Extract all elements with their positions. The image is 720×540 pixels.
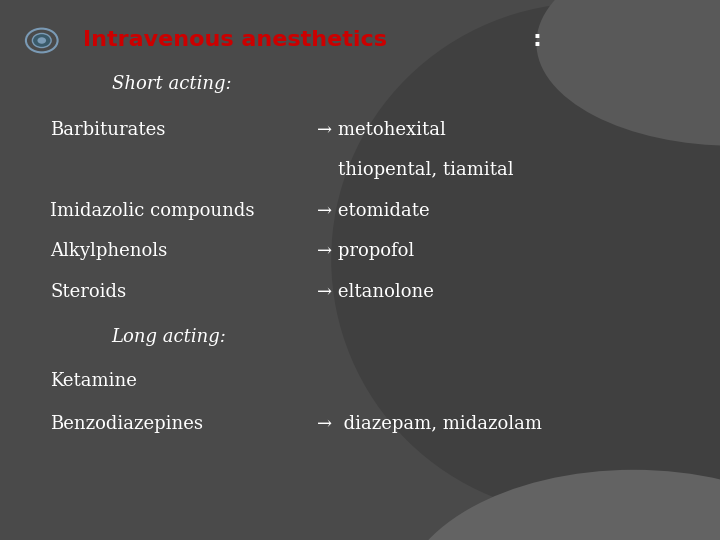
Text: Intravenous anesthetics: Intravenous anesthetics	[83, 30, 387, 51]
Text: Barbiturates: Barbiturates	[50, 120, 166, 139]
Text: :: :	[533, 30, 541, 51]
Text: Ketamine: Ketamine	[50, 372, 138, 390]
Text: → metohexital: → metohexital	[317, 120, 446, 139]
Circle shape	[32, 33, 51, 48]
Ellipse shape	[536, 0, 720, 146]
Text: Alkylphenols: Alkylphenols	[50, 242, 168, 260]
Text: Short acting:: Short acting:	[112, 75, 231, 93]
Text: Steroids: Steroids	[50, 282, 127, 301]
Ellipse shape	[331, 3, 720, 516]
Text: → propofol: → propofol	[317, 242, 414, 260]
Ellipse shape	[400, 470, 720, 540]
Text: →  diazepam, midazolam: → diazepam, midazolam	[317, 415, 541, 433]
Text: → eltanolone: → eltanolone	[317, 282, 433, 301]
Text: Imidazolic compounds: Imidazolic compounds	[50, 201, 255, 220]
Text: Benzodiazepines: Benzodiazepines	[50, 415, 204, 433]
Circle shape	[37, 37, 46, 44]
Text: → etomidate: → etomidate	[317, 201, 429, 220]
Text: thiopental, tiamital: thiopental, tiamital	[338, 161, 514, 179]
Text: Long acting:: Long acting:	[112, 328, 227, 347]
